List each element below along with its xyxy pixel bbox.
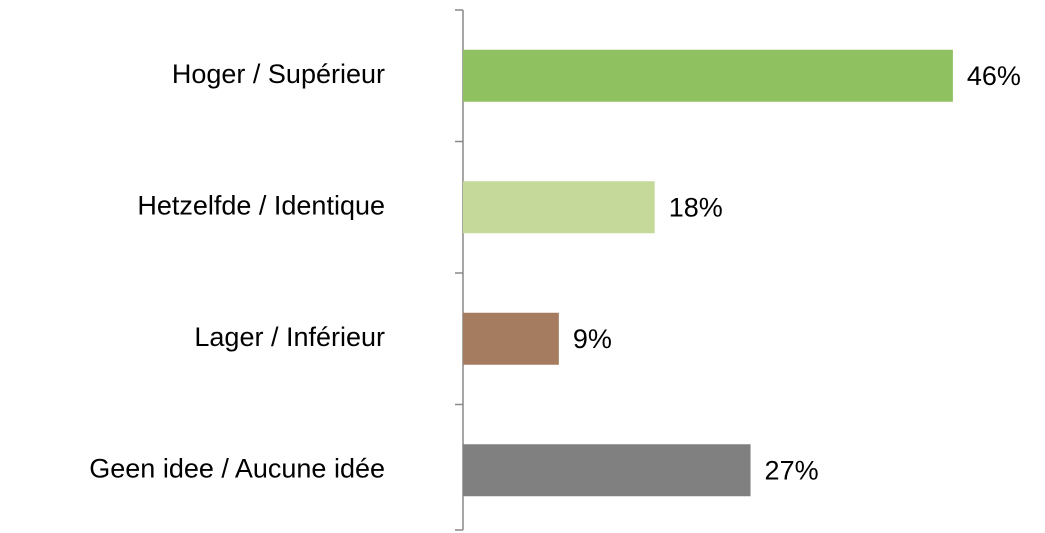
bar bbox=[463, 181, 655, 234]
value-label: 18% bbox=[669, 192, 723, 222]
bar bbox=[463, 49, 953, 102]
value-label: 46% bbox=[967, 61, 1021, 91]
bar bbox=[463, 444, 751, 497]
category-label: Hetzelfde / Identique bbox=[137, 190, 385, 220]
category-label: Lager / Inférieur bbox=[194, 322, 385, 352]
category-label: Hoger / Supérieur bbox=[172, 59, 385, 89]
value-label: 9% bbox=[573, 324, 612, 354]
value-label: 27% bbox=[765, 455, 819, 485]
category-label: Geen idee / Aucune idée bbox=[89, 453, 385, 483]
bar bbox=[463, 312, 559, 365]
